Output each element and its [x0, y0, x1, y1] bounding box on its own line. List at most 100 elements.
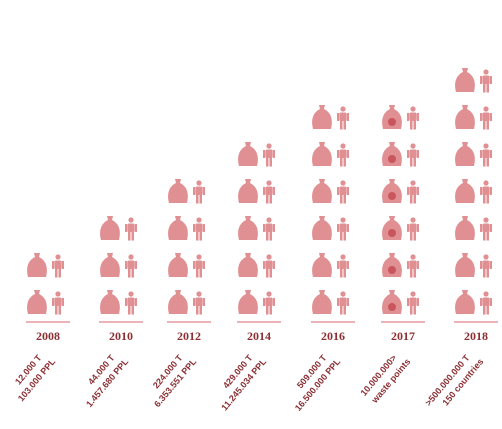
icon-row	[312, 142, 349, 167]
waste-bag-icon	[238, 290, 258, 314]
icon-row	[27, 290, 64, 315]
person-icon	[337, 106, 349, 130]
waste-bag-icon	[382, 142, 402, 166]
icon-row	[100, 290, 137, 315]
icon-row	[238, 179, 275, 204]
waste-bag-icon	[238, 216, 258, 240]
person-icon	[125, 291, 137, 315]
person-icon	[337, 217, 349, 241]
icon-row	[382, 216, 419, 241]
waste-bag-icon	[238, 179, 258, 203]
year-label: 2016	[321, 329, 345, 343]
chart-columns	[26, 68, 498, 323]
icon-row	[455, 142, 492, 167]
icon-row	[168, 216, 205, 241]
waste-bag-icon	[455, 216, 475, 240]
icon-row	[455, 105, 492, 130]
icon-row	[100, 253, 137, 278]
waste-bag-icon	[312, 142, 332, 166]
icon-row	[455, 253, 492, 278]
stat-label-group: 10.000.000>waste points	[359, 353, 413, 406]
icon-row	[382, 179, 419, 204]
waste-bag-icon	[27, 253, 47, 277]
person-icon	[337, 291, 349, 315]
column-2008	[26, 253, 70, 323]
person-icon	[193, 180, 205, 204]
column-2014	[237, 142, 281, 323]
icon-row	[238, 253, 275, 278]
column-2012	[167, 179, 211, 323]
icon-row	[312, 216, 349, 241]
icon-row	[238, 290, 275, 315]
person-icon	[407, 143, 419, 167]
person-icon	[193, 217, 205, 241]
person-icon	[407, 291, 419, 315]
icon-row	[168, 290, 205, 315]
person-icon	[263, 217, 275, 241]
icon-row	[238, 216, 275, 241]
column-2016	[311, 105, 355, 323]
waste-bag-icon	[382, 105, 402, 129]
icon-row	[238, 142, 275, 167]
waste-bag-icon	[312, 253, 332, 277]
stat-label-group: 224.000 T6.353.551 PPL	[151, 352, 199, 409]
waste-bag-icon	[100, 253, 120, 277]
waste-bag-icon	[168, 179, 188, 203]
person-icon	[193, 291, 205, 315]
waste-bag-icon	[455, 253, 475, 277]
person-icon	[480, 180, 492, 204]
icon-row	[382, 253, 419, 278]
column-2017	[381, 105, 425, 323]
year-label: 2008	[36, 329, 60, 343]
waste-bag-icon	[312, 179, 332, 203]
person-icon	[337, 143, 349, 167]
waste-bag-icon	[168, 216, 188, 240]
waste-bag-icon	[168, 290, 188, 314]
year-label: 2010	[109, 329, 133, 343]
icon-row	[312, 253, 349, 278]
waste-bag-icon	[455, 68, 475, 92]
icon-row	[312, 105, 349, 130]
column-2010	[99, 216, 143, 323]
person-icon	[480, 217, 492, 241]
person-icon	[407, 106, 419, 130]
waste-bag-icon	[238, 142, 258, 166]
year-label: 2012	[177, 329, 201, 343]
person-icon	[263, 254, 275, 278]
waste-bag-icon	[382, 290, 402, 314]
person-icon	[480, 291, 492, 315]
stat-label-group: 509.000 T16.500.000 PPL	[293, 352, 343, 412]
person-icon	[480, 143, 492, 167]
waste-bag-icon	[238, 253, 258, 277]
waste-bag-icon	[382, 179, 402, 203]
person-icon	[52, 291, 64, 315]
icon-row	[168, 253, 205, 278]
icon-row	[168, 179, 205, 204]
icon-row	[455, 68, 492, 93]
icon-row	[455, 216, 492, 241]
icon-row	[382, 142, 419, 167]
waste-bag-icon	[27, 290, 47, 314]
waste-bag-icon	[168, 253, 188, 277]
icon-row	[100, 216, 137, 241]
person-icon	[407, 254, 419, 278]
year-label: 2017	[391, 329, 415, 343]
icon-row	[455, 290, 492, 315]
stat-label-group: 429.000 T11.245.034 PPL	[219, 352, 268, 412]
icon-row	[382, 105, 419, 130]
stat-label-group: 44.000 T1.457.680 PPL	[84, 352, 131, 409]
waste-bag-icon	[100, 290, 120, 314]
person-icon	[193, 254, 205, 278]
icon-row	[312, 179, 349, 204]
year-label: 2018	[464, 329, 488, 343]
waste-bag-icon	[100, 216, 120, 240]
person-icon	[407, 180, 419, 204]
waste-bag-icon	[382, 253, 402, 277]
column-2018	[454, 68, 498, 323]
person-icon	[407, 217, 419, 241]
person-icon	[480, 69, 492, 93]
waste-bag-icon	[312, 290, 332, 314]
person-icon	[337, 254, 349, 278]
